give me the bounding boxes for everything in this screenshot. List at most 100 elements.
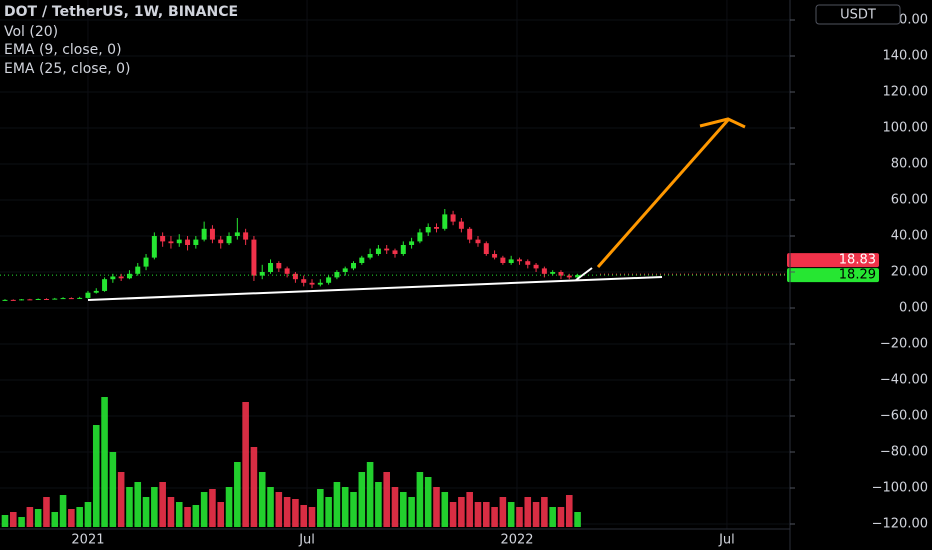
volume-bar	[383, 472, 390, 527]
candle-body	[110, 276, 116, 280]
x-tick-label: Jul	[298, 533, 315, 548]
volume-bar	[541, 497, 548, 527]
price-label-box	[787, 268, 879, 283]
volume-bar	[441, 492, 449, 527]
candle-body	[450, 214, 456, 222]
volume-bar	[184, 507, 191, 527]
candle-body	[442, 214, 448, 229]
candle-body	[392, 250, 398, 254]
candle-body	[409, 241, 415, 245]
x-tick-label: Jul	[718, 533, 735, 548]
volume-bar	[76, 507, 83, 527]
candle-body	[525, 261, 531, 265]
volume-bar	[151, 487, 158, 527]
volume-bar	[275, 492, 283, 527]
candle-body	[68, 298, 74, 300]
candle-body	[10, 299, 16, 301]
volume-bar	[200, 492, 208, 527]
volume-bar	[209, 489, 216, 527]
currency[interactable]: USDT	[840, 8, 876, 23]
y-tick-label: −80.00	[880, 445, 928, 460]
volume-bar	[117, 472, 125, 527]
volume-bar	[267, 487, 274, 527]
volume-bar	[68, 509, 75, 527]
candle-body	[143, 257, 149, 267]
volume-bar	[283, 497, 291, 527]
volume-bar	[59, 495, 67, 527]
candle-body	[35, 299, 41, 300]
volume-bar	[9, 512, 17, 527]
candle-body	[375, 248, 381, 254]
candle-body	[234, 232, 240, 236]
volume-bar	[524, 497, 532, 527]
volume-bar	[400, 492, 407, 527]
volume-bar	[217, 502, 225, 527]
candle-body	[2, 299, 8, 301]
volume-bar	[300, 505, 308, 527]
volume-bar	[1, 515, 9, 527]
indicator-label: EMA (9, close, 0)	[4, 42, 122, 58]
volume-bar	[499, 497, 507, 527]
volume-bar	[424, 477, 432, 527]
volume-bar	[532, 502, 540, 527]
candle-body	[351, 263, 356, 269]
indicator-label: EMA (25, close, 0)	[4, 61, 130, 77]
volume-bar	[225, 487, 233, 527]
y-tick-label: 20.00	[891, 265, 928, 280]
candle-body	[558, 272, 564, 276]
candle-body	[185, 239, 191, 245]
volume-bar	[466, 492, 473, 527]
candle-body	[201, 228, 207, 240]
volume-bar	[34, 509, 42, 527]
currency-button[interactable]	[815, 4, 901, 25]
volume-bar	[358, 472, 366, 527]
candle-body	[516, 259, 522, 262]
y-tick-label: 120.00	[883, 85, 929, 100]
candle-body	[458, 221, 464, 229]
marker-stroke	[575, 267, 593, 281]
chart-title: DOT / TetherUS, 1W, BINANCE	[4, 4, 238, 20]
candle-body	[566, 275, 572, 278]
candle-body	[93, 290, 99, 293]
volume-bar	[350, 492, 357, 527]
y-tick-label: −60.00	[880, 409, 928, 424]
volume-bar	[449, 502, 457, 527]
candle-body	[218, 239, 224, 244]
volume-bar	[482, 502, 490, 527]
candle-body	[384, 248, 390, 251]
volume-bar	[516, 507, 523, 527]
volume-bar	[375, 482, 382, 527]
volume-bar	[292, 499, 299, 527]
candle-body	[118, 276, 124, 279]
volume-bar	[51, 512, 59, 527]
volume-bar	[391, 487, 399, 527]
candle-body	[500, 257, 506, 263]
volume-pane	[1, 397, 581, 527]
volume-bar	[433, 487, 440, 527]
candle-body	[326, 277, 332, 283]
y-tick-label: 60.00	[891, 193, 928, 208]
volume-bar	[242, 402, 249, 527]
candle-body	[151, 236, 157, 258]
candle-body	[43, 299, 49, 300]
volume-bar	[26, 507, 34, 527]
y-tick-label: 140.00	[883, 49, 929, 64]
volume-bar	[565, 495, 573, 527]
volume-bar	[325, 497, 332, 527]
volume-bar	[159, 482, 166, 527]
candle-body	[259, 272, 265, 276]
volume-bar	[92, 425, 100, 527]
candle-body	[301, 279, 307, 283]
candle-body	[533, 264, 539, 269]
candle-body	[209, 228, 215, 240]
volume-bar	[101, 397, 108, 527]
arrow-head	[699, 117, 746, 129]
volume-bar	[549, 507, 556, 527]
volume-bar	[109, 452, 117, 527]
volume-bar	[491, 507, 498, 527]
candle-body	[176, 239, 182, 244]
y-tick-label: −20.00	[880, 337, 928, 352]
candle-body	[475, 239, 481, 244]
